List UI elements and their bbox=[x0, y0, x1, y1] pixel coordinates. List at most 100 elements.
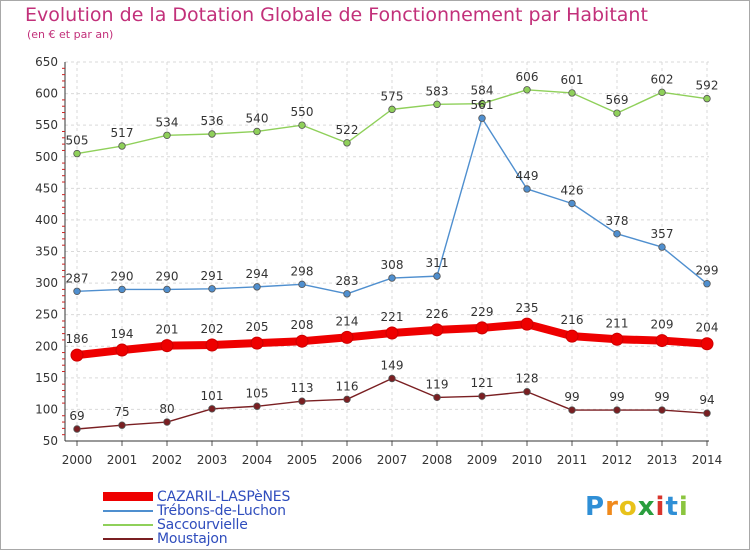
logo-letter: i bbox=[678, 492, 689, 522]
point-cazaril-2011 bbox=[565, 329, 579, 343]
point-saccourvielle-2003 bbox=[208, 130, 216, 138]
y-tick-label-200: 200 bbox=[35, 339, 58, 353]
legend-label-saccourvielle: Saccourvielle bbox=[157, 516, 248, 533]
point-trebons-2003 bbox=[208, 285, 216, 293]
y-tick-label-300: 300 bbox=[35, 276, 58, 290]
data-label-trebons-2014: 299 bbox=[696, 264, 719, 278]
data-label-cazaril-2003: 202 bbox=[201, 322, 224, 336]
point-trebons-2006 bbox=[343, 290, 351, 298]
data-label-cazaril-2001: 194 bbox=[111, 327, 134, 341]
data-label-saccourvielle-2007: 575 bbox=[381, 89, 404, 103]
point-cazaril-2003 bbox=[205, 338, 219, 352]
x-tick-label-2003: 2003 bbox=[197, 453, 228, 467]
chart-subtitle: (en € et par an) bbox=[27, 28, 114, 41]
logo-letter: P bbox=[585, 492, 606, 522]
data-label-cazaril-2009: 229 bbox=[471, 305, 494, 319]
point-saccourvielle-2014 bbox=[703, 94, 711, 103]
point-trebons-2008 bbox=[433, 272, 441, 280]
data-label-trebons-2006: 283 bbox=[336, 274, 359, 288]
point-moustajon-2004 bbox=[253, 402, 261, 410]
data-label-cazaril-2000: 186 bbox=[66, 332, 89, 346]
data-label-trebons-2005: 298 bbox=[291, 264, 314, 278]
point-trebons-2007 bbox=[388, 274, 396, 282]
x-tick-label-2008: 2008 bbox=[422, 453, 453, 467]
data-label-saccourvielle-2005: 550 bbox=[291, 105, 314, 119]
point-cazaril-2012 bbox=[610, 332, 624, 346]
y-tick-label-250: 250 bbox=[35, 308, 58, 322]
x-tick-label-2006: 2006 bbox=[332, 453, 363, 467]
data-label-trebons-2004: 294 bbox=[246, 267, 269, 281]
x-tick-label-2012: 2012 bbox=[602, 453, 633, 467]
data-label-moustajon-2002: 80 bbox=[159, 402, 174, 416]
logo-letter: r bbox=[605, 492, 619, 522]
data-label-moustajon-2012: 99 bbox=[609, 390, 624, 404]
x-tick-label-2001: 2001 bbox=[107, 453, 138, 467]
x-tick-label-2004: 2004 bbox=[242, 453, 273, 467]
x-tick-label-2007: 2007 bbox=[377, 453, 408, 467]
data-label-trebons-2011: 426 bbox=[561, 183, 584, 197]
data-label-cazaril-2008: 226 bbox=[426, 307, 449, 321]
legend-item-cazaril[interactable]: CAZARIL-LASPèNES bbox=[103, 489, 290, 505]
data-label-saccourvielle-2011: 601 bbox=[561, 73, 584, 87]
point-saccourvielle-2006 bbox=[343, 139, 351, 147]
point-cazaril-2001 bbox=[115, 343, 129, 357]
legend-item-moustajon[interactable]: Moustajon bbox=[103, 531, 228, 547]
point-cazaril-2009 bbox=[475, 321, 489, 335]
point-cazaril-2000 bbox=[70, 348, 84, 362]
point-cazaril-2005 bbox=[295, 334, 309, 348]
point-saccourvielle-2007 bbox=[388, 105, 396, 114]
legend-swatch-cazaril bbox=[103, 492, 153, 501]
point-trebons-2004 bbox=[253, 283, 261, 291]
x-tick-label-2005: 2005 bbox=[287, 453, 318, 467]
data-label-saccourvielle-2004: 540 bbox=[246, 111, 269, 125]
data-label-moustajon-2008: 119 bbox=[426, 377, 449, 391]
data-label-moustajon-2014: 94 bbox=[699, 393, 714, 407]
point-cazaril-2007 bbox=[385, 326, 399, 340]
data-label-cazaril-2010: 235 bbox=[516, 301, 539, 315]
data-label-saccourvielle-2000: 505 bbox=[66, 134, 89, 148]
data-label-cazaril-2013: 209 bbox=[651, 318, 674, 332]
legend-swatch-moustajon bbox=[103, 537, 153, 540]
y-tick-label-500: 500 bbox=[35, 150, 58, 164]
logo-letter: i bbox=[655, 492, 666, 522]
data-label-trebons-2008: 311 bbox=[426, 256, 449, 270]
y-tick-label-550: 550 bbox=[35, 118, 58, 132]
data-label-trebons-2002: 290 bbox=[156, 269, 179, 283]
point-saccourvielle-2005 bbox=[298, 121, 306, 129]
point-moustajon-2005 bbox=[298, 397, 306, 405]
legend-item-saccourvielle[interactable]: Saccourvielle bbox=[103, 516, 248, 533]
data-label-trebons-2009: 561 bbox=[471, 98, 494, 112]
data-label-saccourvielle-2001: 517 bbox=[111, 126, 134, 140]
legend-item-trebons[interactable]: Trébons-de-Luchon bbox=[103, 502, 286, 519]
data-label-cazaril-2012: 211 bbox=[606, 316, 629, 330]
y-tick-label-100: 100 bbox=[35, 402, 58, 416]
point-moustajon-2001 bbox=[118, 421, 126, 429]
data-label-moustajon-2007: 149 bbox=[381, 358, 404, 372]
data-label-trebons-2010: 449 bbox=[516, 169, 539, 183]
point-trebons-2002 bbox=[163, 285, 171, 294]
logo-letter: t bbox=[665, 492, 679, 522]
point-trebons-2001 bbox=[118, 285, 126, 294]
data-label-cazaril-2002: 201 bbox=[156, 323, 179, 337]
x-tick-label-2009: 2009 bbox=[467, 453, 498, 467]
point-cazaril-2008 bbox=[430, 323, 444, 337]
legend-label-trebons: Trébons-de-Luchon bbox=[157, 502, 286, 519]
point-trebons-2009 bbox=[478, 114, 486, 122]
data-label-moustajon-2005: 113 bbox=[291, 381, 314, 395]
point-moustajon-2009 bbox=[478, 392, 486, 400]
point-moustajon-2002 bbox=[163, 418, 171, 426]
chart-title: Evolution de la Dotation Globale de Fonc… bbox=[25, 4, 648, 26]
point-cazaril-2002 bbox=[160, 339, 174, 353]
data-label-saccourvielle-2006: 522 bbox=[336, 123, 359, 137]
legend-swatch-trebons bbox=[103, 509, 153, 512]
data-label-cazaril-2005: 208 bbox=[291, 318, 314, 332]
point-moustajon-2006 bbox=[343, 395, 351, 404]
data-label-saccourvielle-2014: 592 bbox=[696, 79, 719, 93]
point-saccourvielle-2009 bbox=[478, 99, 486, 108]
data-label-saccourvielle-2003: 536 bbox=[201, 114, 224, 128]
data-label-moustajon-2000: 69 bbox=[69, 409, 84, 423]
point-cazaril-2014 bbox=[700, 337, 714, 351]
y-tick-label-50: 50 bbox=[43, 434, 58, 448]
